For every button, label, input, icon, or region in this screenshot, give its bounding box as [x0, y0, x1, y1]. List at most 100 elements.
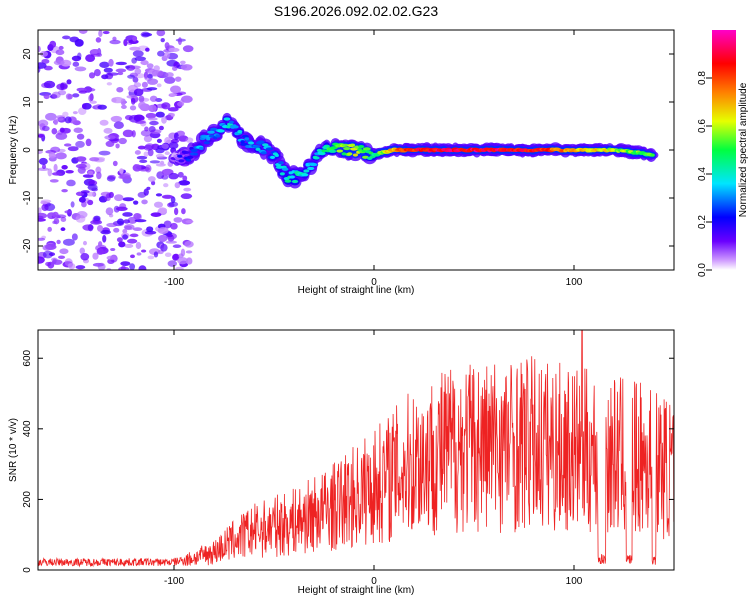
signal-core	[226, 125, 231, 129]
noise-blob	[137, 145, 146, 150]
x-tick-label: 100	[566, 576, 583, 587]
noise-blob	[42, 244, 52, 251]
signal-core	[269, 155, 276, 159]
colorbar-tick-label: 0.4	[697, 167, 708, 181]
noise-blob	[59, 127, 65, 133]
noise-blob	[138, 101, 147, 110]
noise-blob	[90, 49, 101, 54]
noise-blob	[129, 233, 139, 238]
noise-blob	[157, 227, 169, 234]
signal-core	[193, 152, 198, 156]
noise-blob	[80, 253, 90, 261]
signal-core	[207, 130, 215, 134]
noise-blob	[87, 170, 94, 176]
signal-core	[341, 143, 349, 147]
noise-blob	[149, 160, 161, 164]
signal-core	[247, 141, 255, 145]
y-tick-label: 20	[22, 48, 33, 60]
noise-blob	[48, 152, 56, 159]
noise-blob	[77, 52, 82, 60]
noise-blob	[161, 170, 171, 176]
noise-blob	[38, 167, 50, 172]
noise-blob	[70, 201, 75, 208]
noise-blob	[103, 127, 113, 134]
noise-blob	[178, 253, 184, 259]
noise-blob	[164, 76, 176, 84]
noise-blob	[75, 265, 86, 270]
noise-blob	[62, 111, 69, 117]
noise-blob	[45, 112, 57, 121]
noise-blob	[106, 193, 111, 199]
signal-core	[237, 129, 243, 134]
noise-blob	[51, 127, 58, 135]
noise-blob	[58, 255, 66, 259]
noise-blob	[88, 72, 96, 79]
noise-blob	[71, 233, 78, 241]
noise-blob	[147, 117, 158, 121]
noise-blob	[177, 171, 184, 178]
noise-blob	[43, 65, 53, 71]
noise-blob	[38, 133, 45, 138]
noise-blob	[174, 207, 179, 216]
signal-core	[289, 175, 296, 179]
noise-blob	[89, 157, 100, 162]
noise-blob	[151, 69, 160, 77]
noise-blob	[122, 234, 129, 240]
signal-core	[255, 147, 261, 151]
noise-blob	[77, 107, 87, 115]
noise-blob	[141, 199, 148, 205]
signal-core	[301, 173, 309, 177]
noise-blob	[47, 226, 52, 232]
noise-blob	[106, 255, 117, 261]
noise-blob	[122, 197, 135, 202]
noise-blob	[114, 194, 124, 202]
noise-blob	[183, 187, 192, 192]
colorbar: 0.0 0.2 0.4 0.6 0.8 Normalized spectral ampl…	[697, 30, 749, 277]
y-tick-label: 0	[22, 567, 33, 573]
noise-blob	[97, 241, 103, 248]
noise-blob	[96, 248, 104, 255]
noise-blob	[106, 82, 113, 86]
noise-blob	[116, 86, 124, 93]
noise-blob	[118, 241, 126, 248]
noise-blob	[167, 107, 179, 112]
noise-blob	[89, 100, 97, 104]
noise-blob	[52, 220, 57, 225]
noise-blob	[160, 243, 168, 252]
signal-core	[240, 140, 245, 144]
noise-blob	[112, 160, 118, 167]
noise-blob	[120, 265, 126, 270]
signal-core	[362, 147, 371, 151]
x-tick-label: 0	[371, 576, 377, 587]
noise-blob	[115, 61, 127, 66]
noise-blob	[76, 211, 88, 219]
signal-core	[240, 142, 248, 146]
noise-blob	[116, 218, 125, 225]
noise-blob	[168, 47, 180, 52]
spectrogram-ylabel: Frequency (Hz)	[8, 116, 19, 185]
noise-blob	[38, 207, 42, 214]
noise-blob	[119, 174, 131, 180]
noise-blob	[130, 97, 136, 105]
noise-blob	[72, 111, 78, 115]
colorbar-gradient	[712, 30, 736, 270]
noise-blob	[38, 149, 43, 155]
noise-blob	[56, 239, 61, 245]
noise-blob	[97, 262, 106, 270]
signal-core	[341, 152, 347, 156]
colorbar-tick-label: 0.0	[697, 263, 708, 277]
signal-core	[330, 146, 338, 150]
noise-blob	[105, 140, 115, 147]
noise-blob	[127, 74, 135, 79]
noise-blob	[170, 113, 175, 117]
signal-core	[309, 162, 318, 167]
noise-blob	[129, 46, 141, 51]
noise-blob	[138, 95, 145, 103]
noise-blob	[84, 87, 96, 92]
noise-blob	[185, 137, 194, 143]
noise-blob	[72, 93, 80, 98]
noise-blob	[171, 66, 178, 71]
noise-blob	[185, 250, 193, 254]
noise-blob	[133, 200, 139, 205]
noise-blob	[148, 104, 157, 113]
